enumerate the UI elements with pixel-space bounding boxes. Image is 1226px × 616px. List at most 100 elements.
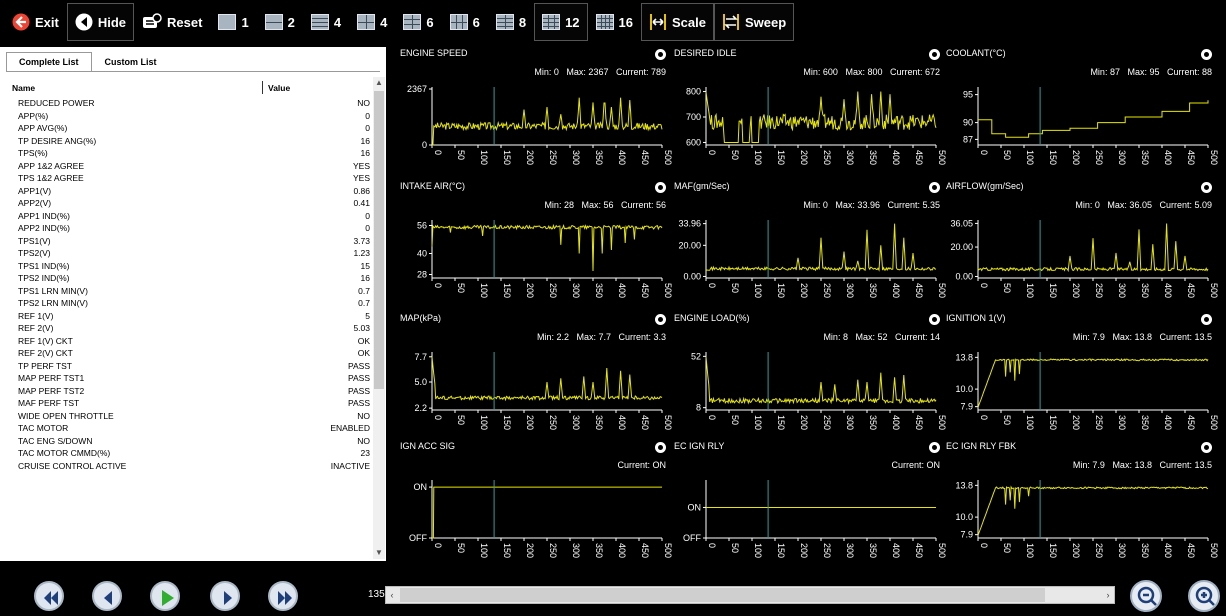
chart-options-icon[interactable]	[1201, 442, 1212, 453]
zoom-out-button[interactable]	[1130, 580, 1162, 612]
layout-6-rows-button[interactable]: 6	[395, 3, 441, 41]
list-item[interactable]: REF 2(V) CKT OK	[0, 347, 374, 360]
sweep-button[interactable]: Sweep	[714, 3, 795, 41]
layout-4-grid-button[interactable]: 4	[349, 3, 395, 41]
param-value: 15	[360, 260, 370, 271]
column-value-header: Value	[268, 83, 291, 93]
chart-coolant-c[interactable]: 0 50 100 150 200 250 300 350 400 450 500 95 90 87 COOL…	[946, 47, 1219, 173]
chart-options-icon[interactable]	[655, 442, 666, 453]
scroll-down-arrow-icon[interactable]: ▼	[375, 548, 383, 557]
chart-ec-ign-rly-fbk[interactable]: 0 50 100 150 200 250 300 350 400 450 500 13.8 10.0 7.…	[946, 440, 1219, 566]
timeline-thumb[interactable]	[400, 588, 1045, 602]
layout-4-rows-button[interactable]: 4	[303, 3, 349, 41]
list-scrollbar[interactable]: ▲ ▼	[373, 77, 385, 559]
param-value: INACTIVE	[330, 460, 370, 471]
list-item[interactable]: TP DESIRE ANG(%) 16	[0, 135, 374, 148]
list-item[interactable]: TPS2 LRN MIN(V) 0.7	[0, 297, 374, 310]
list-item[interactable]: TPS2 IND(%) 16	[0, 272, 374, 285]
list-item[interactable]: APP2 IND(%) 0	[0, 222, 374, 235]
list-item[interactable]: MAP PERF TST2 PASS	[0, 385, 374, 398]
chart-options-icon[interactable]	[1201, 49, 1212, 60]
list-item[interactable]: WIDE OPEN THROTTLE NO	[0, 410, 374, 423]
chart-desired-idle[interactable]: 0 50 100 150 200 250 300 350 400 450 500 800 700 600 D…	[674, 47, 947, 173]
list-item[interactable]: APP 1&2 AGREE YES	[0, 160, 374, 173]
list-item[interactable]: MAP PERF TST1 PASS	[0, 372, 374, 385]
layout-6-grid-button[interactable]: 6	[442, 3, 488, 41]
chart-airflow-gm-sec[interactable]: 0 50 100 150 200 250 300 350 400 450 500 36.05 20.00…	[946, 180, 1219, 306]
param-name: TAC MOTOR	[18, 423, 69, 433]
prev-frame-button[interactable]	[92, 581, 122, 611]
column-separator[interactable]	[262, 81, 263, 94]
list-item[interactable]: APP(%) 0	[0, 110, 374, 123]
list-item[interactable]: TPS1(V) 3.73	[0, 235, 374, 248]
chart-intake-air-c[interactable]: 0 50 100 150 200 250 300 350 400 450 500 56 40 28 INTA…	[400, 180, 673, 306]
chart-options-icon[interactable]	[655, 49, 666, 60]
list-item[interactable]: MAF PERF TST PASS	[0, 397, 374, 410]
chart-engine-speed[interactable]: 0 50 100 150 200 250 300 350 400 450 500 2367 0 ENGIN…	[400, 47, 673, 173]
list-item[interactable]: APP1 IND(%) 0	[0, 210, 374, 223]
chart-ignition-1-v[interactable]: 0 50 100 150 200 250 300 350 400 450 500 13.8 10.0 7.…	[946, 312, 1219, 438]
y-tick-label: 20.00	[678, 240, 701, 250]
reset-button[interactable]: Reset	[134, 3, 210, 41]
x-tick-label: 450	[1186, 150, 1196, 165]
list-item[interactable]: TAC ENG S/DOWN NO	[0, 435, 374, 448]
x-tick-label: 150	[502, 283, 512, 298]
list-item[interactable]: APP2(V) 0.41	[0, 197, 374, 210]
scroll-thumb[interactable]	[374, 91, 384, 389]
x-tick-label: 100	[479, 150, 489, 165]
x-tick-label: 350	[868, 415, 878, 430]
layout-2-button[interactable]: 2	[257, 3, 303, 41]
last-frame-button[interactable]	[268, 581, 298, 611]
list-item[interactable]: TPS(%) 16	[0, 147, 374, 160]
chart-maf-gm-sec[interactable]: 0 50 100 150 200 250 300 350 400 450 500 33.96 20.00…	[674, 180, 947, 306]
chart-axis	[977, 87, 1208, 146]
x-tick-label: 500	[937, 543, 947, 558]
list-item[interactable]: REF 2(V) 5.03	[0, 322, 374, 335]
list-item[interactable]: TAC MOTOR CMMD(%) 23	[0, 447, 374, 460]
list-item[interactable]: CRUISE CONTROL ACTIVE INACTIVE	[0, 460, 374, 473]
list-item[interactable]: REDUCED POWER NO	[0, 97, 374, 110]
hide-button[interactable]: Hide	[66, 3, 135, 41]
scroll-up-arrow-icon[interactable]: ▲	[375, 78, 383, 87]
chart-map-kpa[interactable]: 0 50 100 150 200 250 300 350 400 450 500 7.7 5.0 2.2 M…	[400, 312, 673, 438]
x-tick-label: 300	[571, 543, 581, 558]
chart-options-icon[interactable]	[929, 49, 940, 60]
scale-button[interactable]: Scale	[641, 3, 714, 41]
chart-options-icon[interactable]	[655, 182, 666, 193]
list-item[interactable]: TAC MOTOR ENABLED	[0, 422, 374, 435]
list-item[interactable]: APP1(V) 0.86	[0, 185, 374, 198]
chart-engine-load[interactable]: 0 50 100 150 200 250 300 350 400 450 500 52 8 ENGINE …	[674, 312, 947, 438]
chart-options-icon[interactable]	[1201, 314, 1212, 325]
list-item[interactable]: TPS1 IND(%) 15	[0, 260, 374, 273]
chart-ec-ign-rly[interactable]: 0 50 100 150 200 250 300 350 400 450 500 ON OFF EC IG…	[674, 440, 947, 566]
layout-4-grid-label: 4	[380, 14, 388, 30]
chart-options-icon[interactable]	[655, 314, 666, 325]
chart-options-icon[interactable]	[929, 182, 940, 193]
first-frame-button[interactable]	[34, 581, 64, 611]
list-item[interactable]: TPS1 LRN MIN(V) 0.7	[0, 285, 374, 298]
layout-16-button[interactable]: 16	[588, 3, 641, 41]
zoom-in-button[interactable]	[1188, 580, 1220, 612]
layout-8-button[interactable]: 8	[488, 3, 534, 41]
list-item[interactable]: APP AVG(%) 0	[0, 122, 374, 135]
exit-button[interactable]: Exit	[4, 3, 67, 41]
timeline-right-arrow-icon[interactable]: ›	[1106, 590, 1110, 600]
next-frame-button[interactable]	[210, 581, 240, 611]
list-item[interactable]: REF 1(V) CKT OK	[0, 335, 374, 348]
chart-options-icon[interactable]	[929, 314, 940, 325]
chart-ign-acc-sig[interactable]: 0 50 100 150 200 250 300 350 400 450 500 ON OFF IGN A…	[400, 440, 673, 566]
layout-1-button[interactable]: 1	[210, 3, 256, 41]
list-item[interactable]: REF 1(V) 5	[0, 310, 374, 323]
tab-custom-list[interactable]: Custom List	[91, 52, 170, 72]
y-tick-label: 7.7	[414, 352, 427, 362]
chart-options-icon[interactable]	[1201, 182, 1212, 193]
tab-complete-list[interactable]: Complete List	[6, 52, 92, 72]
chart-options-icon[interactable]	[929, 442, 940, 453]
list-item[interactable]: TPS 1&2 AGREE YES	[0, 172, 374, 185]
play-button[interactable]	[150, 581, 180, 611]
layout-12-button[interactable]: 12	[534, 3, 588, 41]
list-item[interactable]: TP PERF TST PASS	[0, 360, 374, 373]
timeline-left-arrow-icon[interactable]: ‹	[390, 590, 394, 600]
timeline-scrollbar[interactable]: ‹ ›	[385, 586, 1115, 604]
list-item[interactable]: TPS2(V) 1.23	[0, 247, 374, 260]
